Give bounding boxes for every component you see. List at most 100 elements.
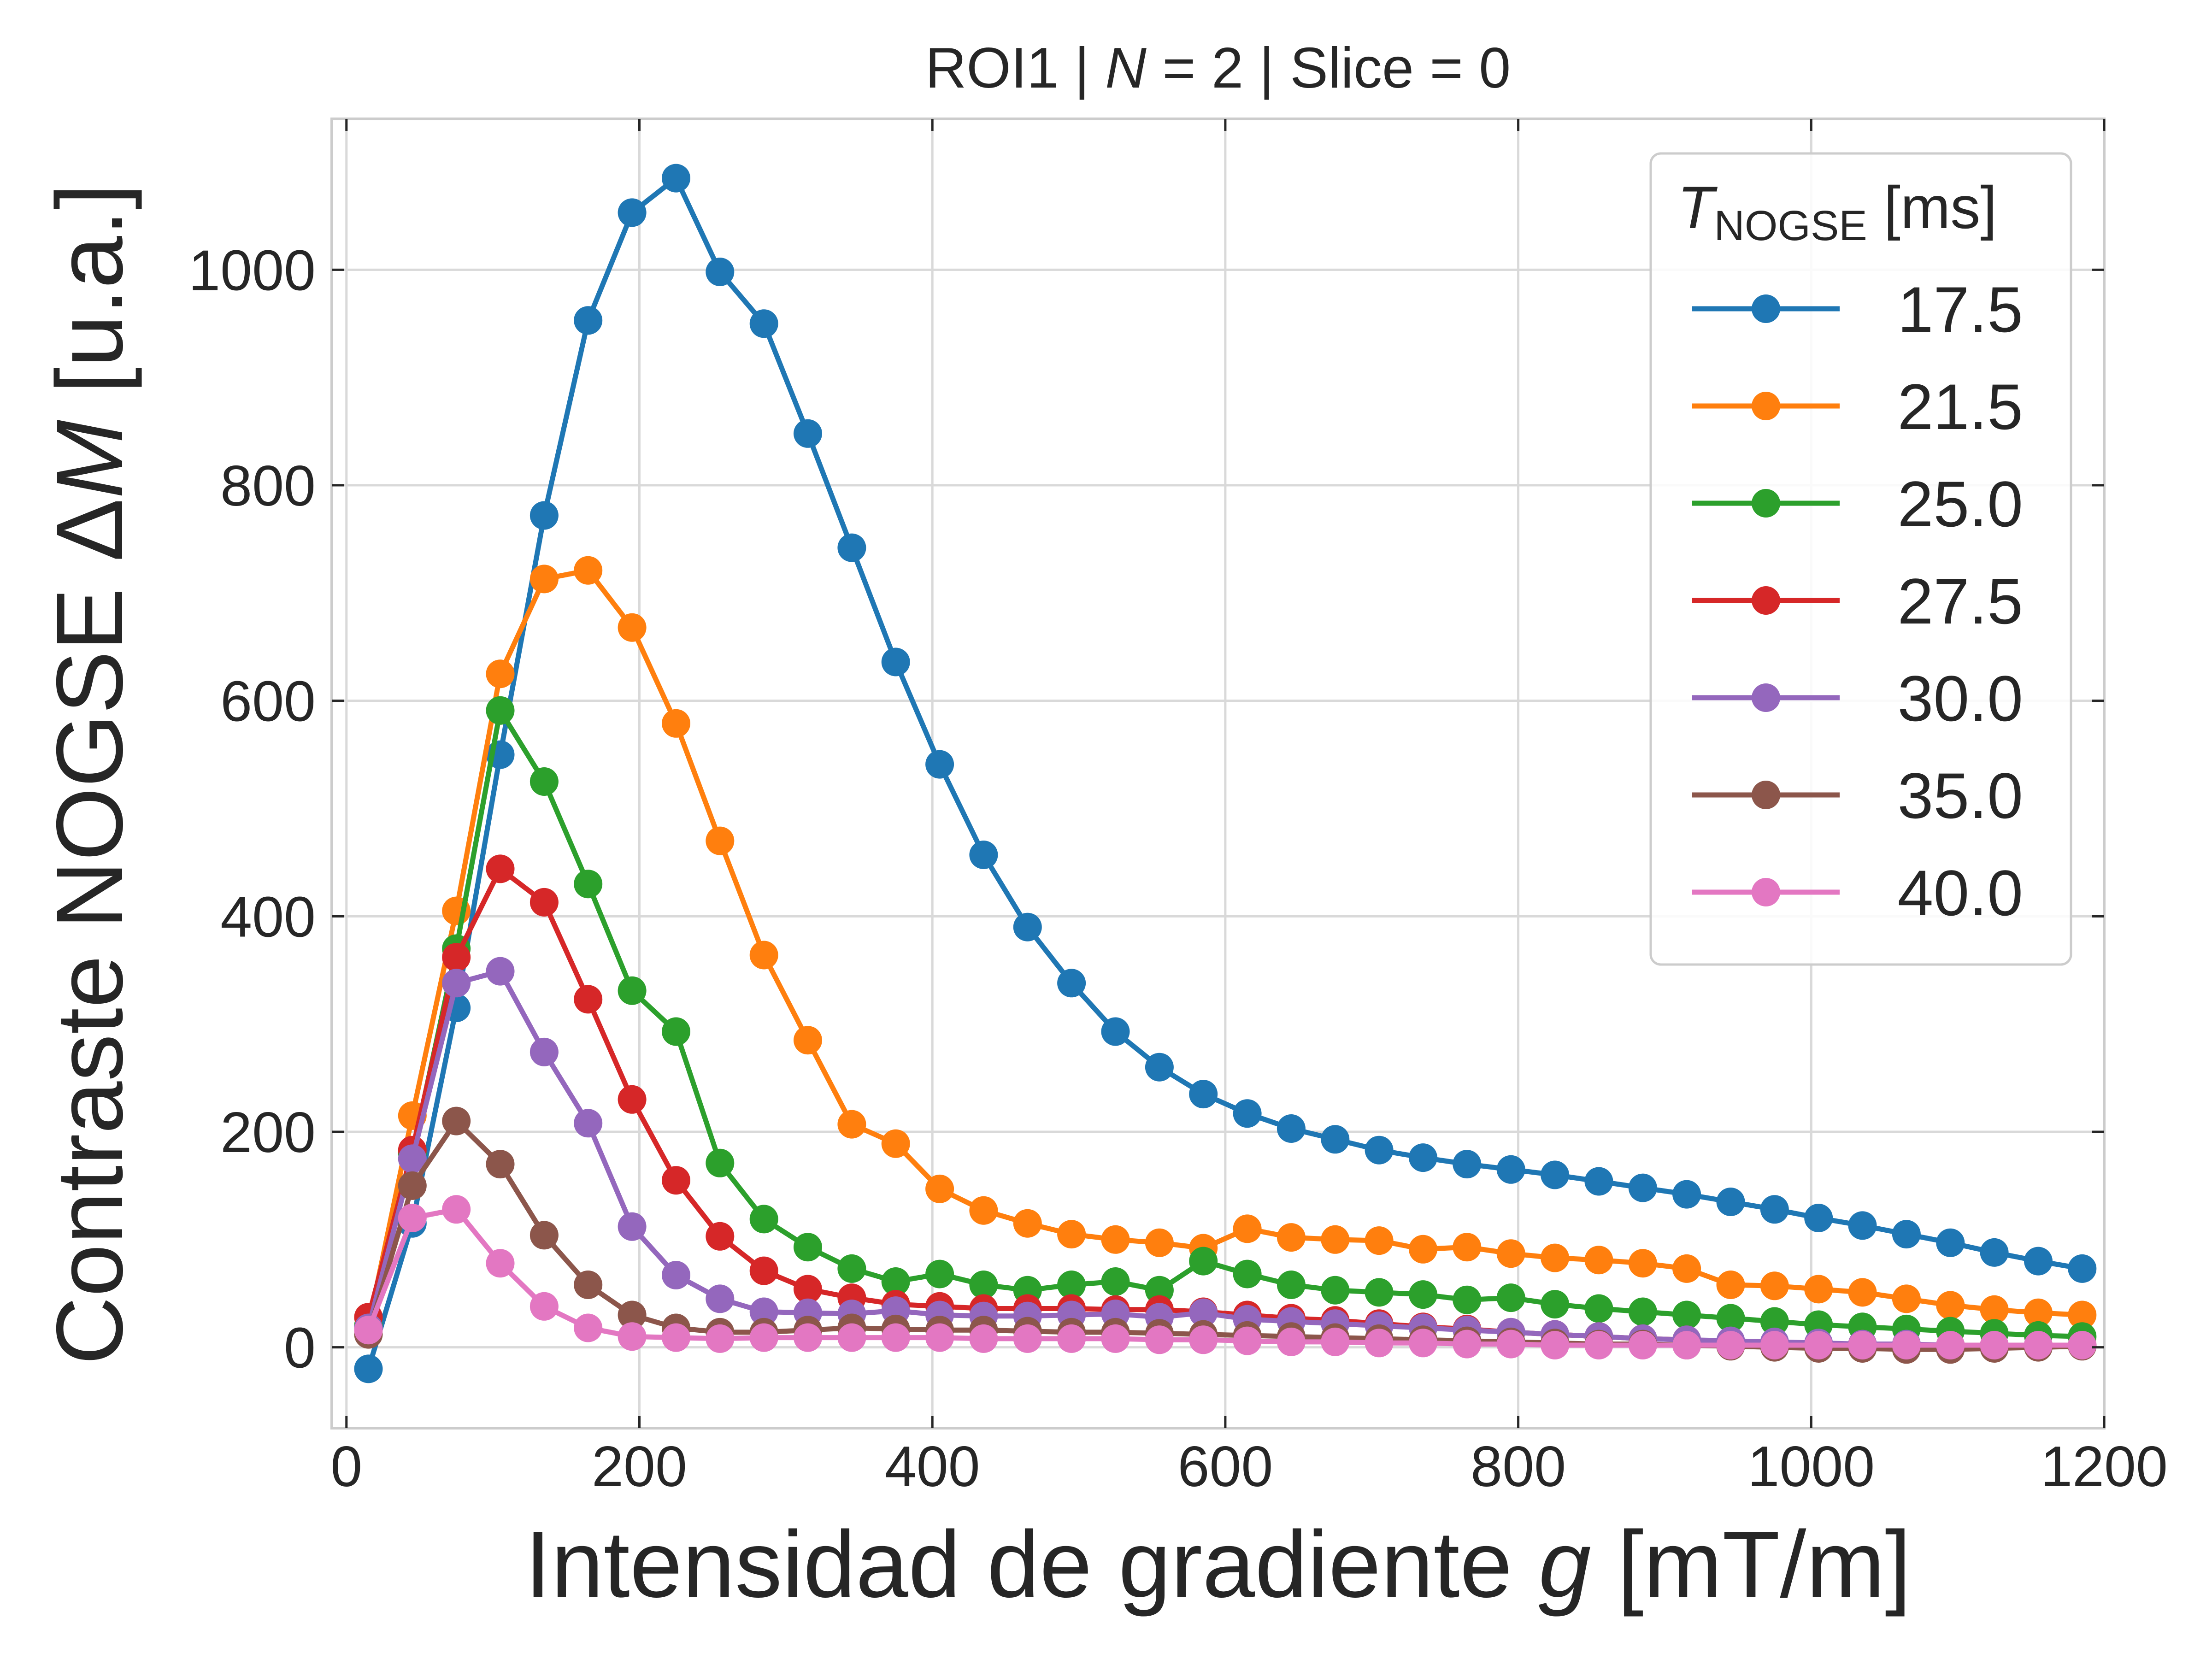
data-point <box>1541 1290 1570 1319</box>
data-point <box>529 1292 559 1321</box>
data-point <box>1365 1226 1394 1255</box>
data-point <box>1233 1214 1262 1243</box>
data-point <box>837 1323 866 1352</box>
data-point <box>574 556 603 585</box>
series-line <box>366 969 2085 1348</box>
data-point <box>1189 1298 1218 1327</box>
data-point <box>881 1267 910 1296</box>
data-point <box>486 957 515 986</box>
x-tick-label: 200 <box>592 1435 687 1499</box>
data-point <box>706 826 735 855</box>
data-point <box>486 659 515 688</box>
data-point <box>1672 1180 1701 1209</box>
data-point <box>1453 1233 1482 1262</box>
data-point <box>925 1259 954 1288</box>
data-point <box>1936 1228 1965 1257</box>
data-point <box>925 1323 954 1352</box>
data-point <box>1409 1329 1437 1358</box>
data-point <box>1980 1295 2009 1324</box>
data-point <box>1716 1271 1745 1299</box>
data-point <box>1804 1204 1833 1232</box>
data-point <box>486 1150 515 1179</box>
data-point <box>1101 1267 1130 1296</box>
data-point <box>925 750 954 779</box>
data-point <box>1453 1330 1482 1359</box>
data-point <box>1057 1324 1086 1353</box>
data-point <box>1321 1327 1350 1356</box>
data-point <box>1321 1125 1350 1154</box>
legend-label: 30.0 <box>1898 662 2023 735</box>
legend-marker <box>1752 392 1780 420</box>
data-point <box>881 647 910 677</box>
data-point <box>1013 1324 1042 1353</box>
data-point <box>529 1037 559 1066</box>
data-point <box>529 501 559 530</box>
data-point <box>1892 1284 1921 1313</box>
data-point <box>486 1249 515 1278</box>
data-point <box>749 309 778 338</box>
data-point <box>1496 1155 1525 1184</box>
data-point <box>486 854 515 883</box>
data-point <box>1541 1243 1570 1272</box>
legend-label: 27.5 <box>1898 565 2023 637</box>
data-point <box>662 1323 690 1352</box>
series-line <box>366 708 2085 1339</box>
data-point <box>1760 1195 1789 1224</box>
data-point <box>574 1271 603 1299</box>
data-point <box>1584 1246 1613 1275</box>
y-tick-label: 1000 <box>188 239 316 302</box>
data-point <box>354 1354 383 1383</box>
data-point <box>1145 1053 1174 1082</box>
data-point <box>1365 1135 1394 1165</box>
data-point <box>1672 1254 1701 1283</box>
legend-label: 21.5 <box>1898 371 2023 443</box>
legend-marker <box>1752 586 1780 615</box>
data-point <box>1716 1304 1745 1333</box>
data-point <box>1760 1331 1789 1359</box>
data-point <box>1716 1188 1745 1216</box>
data-point <box>574 1313 603 1342</box>
chart-title: ROI1 | N = 2 | Slice = 0 <box>925 36 1511 100</box>
data-point <box>529 1221 559 1250</box>
legend-title: TNOGSE [ms] <box>1677 174 1997 249</box>
data-point <box>925 1174 954 1203</box>
data-point <box>1760 1307 1789 1336</box>
data-point <box>749 1297 778 1326</box>
data-point <box>1189 1247 1218 1276</box>
data-point <box>837 1110 866 1139</box>
data-point <box>662 1017 690 1046</box>
data-point <box>1409 1235 1437 1264</box>
data-point <box>1628 1173 1657 1202</box>
data-point <box>1277 1327 1306 1356</box>
data-point <box>881 1129 910 1158</box>
x-tick-label: 600 <box>1177 1435 1273 1499</box>
y-tick-label: 200 <box>220 1101 316 1165</box>
x-tick-label: 0 <box>330 1435 362 1499</box>
series-line <box>366 568 2085 1329</box>
legend: TNOGSE [ms] 17.5 21.5 25.0 27.5 30.0 35.0 40.0 <box>1649 152 2072 966</box>
x-tick-label: 800 <box>1471 1435 1566 1499</box>
data-point <box>398 1171 427 1200</box>
series-line <box>366 1118 2085 1352</box>
data-point <box>1101 1324 1130 1353</box>
data-point <box>881 1323 910 1352</box>
data-point <box>706 1324 735 1353</box>
data-point <box>662 709 690 738</box>
data-point <box>749 941 778 970</box>
data-point <box>1848 1278 1877 1307</box>
data-point <box>529 888 559 917</box>
data-point <box>618 1212 647 1241</box>
series-line <box>366 1206 2085 1348</box>
data-point <box>1848 1331 1877 1359</box>
data-point <box>1892 1331 1921 1359</box>
data-point <box>1848 1211 1877 1240</box>
y-tick-label: 800 <box>220 454 316 518</box>
data-point <box>442 943 471 972</box>
legend-label: 25.0 <box>1898 468 2023 540</box>
data-point <box>1233 1099 1262 1128</box>
data-point <box>749 1205 778 1234</box>
x-axis-label: Intensidad de gradiente g [mT/m] <box>525 1512 1911 1617</box>
data-point <box>1804 1331 1833 1359</box>
legend-box <box>1649 152 2072 966</box>
